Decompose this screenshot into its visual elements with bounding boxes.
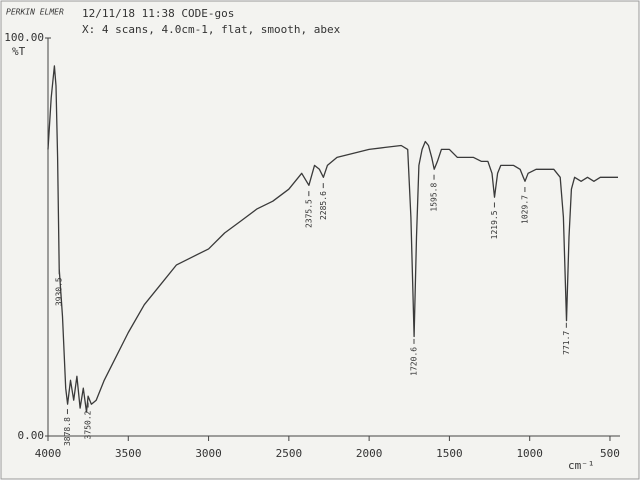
x-axis-label: cm⁻¹ [568, 459, 595, 472]
brand: PERKIN ELMER [6, 8, 64, 17]
peak-label: 2375.5 [304, 199, 313, 228]
peak-label: 1720.6 [409, 347, 418, 376]
x-tick-label: 3500 [115, 447, 142, 460]
x-tick-label: 1000 [516, 447, 543, 460]
peak-label: 3878.8 [63, 417, 72, 446]
x-tick-label: 2500 [276, 447, 303, 460]
x-tick-label: 1500 [436, 447, 463, 460]
x-tick-label: 2000 [356, 447, 383, 460]
peak-label: 771.7 [562, 331, 571, 355]
y-tick-label: 0.00 [18, 429, 45, 442]
peak-label: 1595.8 [430, 183, 439, 212]
chart-title: 12/11/18 11:38 CODE-gos [82, 7, 234, 20]
peak-label: 3750.2 [84, 410, 93, 439]
x-tick-label: 4000 [35, 447, 62, 460]
peak-label: 2285.6 [319, 191, 328, 220]
y-tick-label: 100.00 [4, 31, 44, 44]
y-axis-label: %T [12, 45, 26, 58]
x-tick-label: 500 [600, 447, 620, 460]
peak-label: 3930.5 [55, 277, 64, 306]
chart-subtitle: X: 4 scans, 4.0cm-1, flat, smooth, abex [82, 23, 341, 36]
x-tick-label: 3000 [195, 447, 222, 460]
peak-label: 1029.7 [520, 195, 529, 224]
peak-label: 1219.5 [490, 210, 499, 239]
spectrum-line [47, 65, 618, 413]
